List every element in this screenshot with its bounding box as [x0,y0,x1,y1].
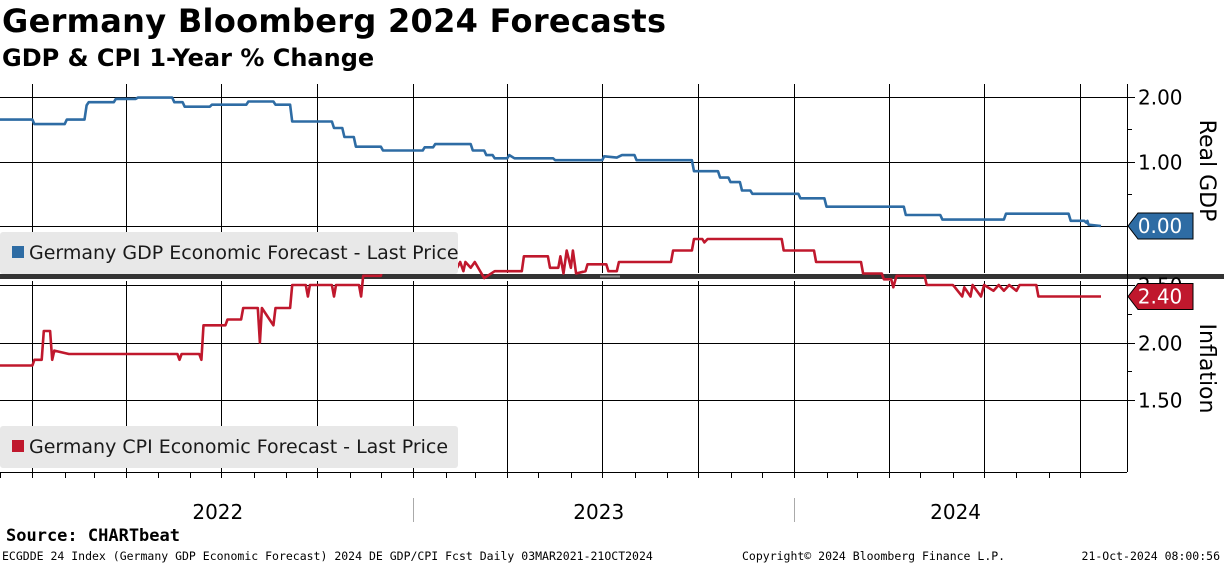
x-year-label: 2022 [192,500,243,524]
legend-box [0,426,458,468]
y-tick-label: 2.00 [1138,86,1183,110]
legend-swatch [12,440,24,452]
x-year-label: 2024 [930,500,981,524]
source-note: Source: CHARTbeat [6,526,180,546]
y-tick-label: 1.00 [1138,151,1183,175]
series-lines [0,96,1102,367]
y-axis-title: Real GDP [1194,120,1219,222]
legend-label: Germany GDP Economic Forecast - Last Pri… [29,242,459,264]
series-line [0,237,1101,367]
legend-swatch [12,246,24,258]
legend-label: Germany CPI Economic Forecast - Last Pri… [29,436,448,458]
last-value-label: 0.00 [1138,214,1183,238]
legends: Germany GDP Economic Forecast - Last Pri… [0,232,459,468]
x-year-label: 2023 [573,500,624,524]
last-value-label: 2.40 [1138,285,1183,309]
y-tick-label: 2.00 [1138,332,1183,356]
y-tick-label: 1.50 [1138,389,1183,413]
footer-copyright: Copyright© 2024 Bloomberg Finance L.P. [742,549,1006,563]
last-value-tag [1127,283,1194,310]
footer-timestamp: 21-Oct-2024 08:00:56 [1081,549,1220,563]
last-value-tag [1127,212,1194,240]
chart-title: Germany Bloomberg 2024 Forecasts [2,2,667,40]
legend-box [0,232,458,274]
axes [0,84,1224,522]
panel-separator-grip [600,275,620,278]
footer-ticker-info: ECGDDE 24 Index (Germany GDP Economic Fo… [2,549,653,563]
series-line [0,96,1102,228]
chart-subtitle: GDP & CPI 1-Year % Change [2,44,375,72]
y-axis-title: Inflation [1194,324,1219,414]
